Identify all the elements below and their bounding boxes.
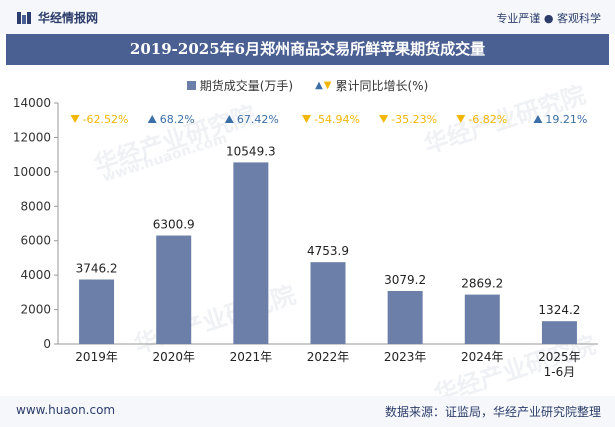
x-tick-label: 2021年 (230, 350, 273, 364)
growth-label: 67.42% (237, 113, 279, 126)
x-tick-label: 2022年 (307, 350, 350, 364)
bar-value-label: 4753.9 (307, 244, 349, 258)
top-bar: 华经情报网 专业严谨 ● 客观科学 (0, 0, 615, 34)
x-tick-label: 2019年 (75, 350, 118, 364)
bar-value-label: 1324.2 (538, 303, 580, 317)
growth-down-triangle-icon (456, 115, 466, 123)
chart-title: 2019-2025年6月郑州商品交易所鲜苹果期货成交量 (129, 40, 486, 58)
bar (310, 262, 346, 344)
x-tick-label: 2023年 (384, 350, 427, 364)
footer-url: www.huaon.com (16, 403, 116, 417)
x-tick-label: 2024年 (461, 350, 504, 364)
bar-value-label: 6300.9 (153, 218, 195, 232)
x-tick-label: 2025年 (538, 350, 581, 364)
growth-down-triangle-icon (379, 115, 389, 123)
y-tick-label: 6000 (20, 234, 51, 248)
chart-plot: 0 2000 4000 6000 8000 10000 12000 14000 3746.2 20… (13, 96, 598, 379)
bar (79, 279, 115, 344)
brand: 华经情报网 (16, 9, 98, 26)
growth-label: -62.52% (83, 113, 129, 126)
slogan: 专业严谨 ● 客观科学 (496, 12, 601, 25)
growth-label: -54.94% (314, 113, 360, 126)
legend-label-volume: 期货成交量(万手) (199, 79, 294, 93)
legend-label-growth: 累计同比增长(%) (335, 79, 429, 93)
y-tick-label: 14000 (13, 96, 51, 110)
bar (464, 294, 500, 344)
up-down-triangle-icon: ▲ ▼ (315, 80, 332, 91)
bar-value-label: 3079.2 (384, 273, 426, 287)
bar (387, 290, 423, 344)
bar (233, 162, 269, 344)
x-tick-label: 1-6月 (544, 365, 576, 379)
footer-source: 数据来源：证监局，华经产业研究院整理 (384, 405, 601, 419)
brand-logo-icon (17, 11, 31, 24)
legend-item-growth: ▲ ▼ 累计同比增长(%) (315, 77, 428, 94)
bar-value-label: 2869.2 (461, 277, 503, 291)
growth-up-triangle-icon (147, 115, 157, 123)
y-tick-label: 12000 (13, 130, 51, 144)
y-tick-label: 0 (43, 337, 51, 351)
growth-down-triangle-icon (302, 115, 311, 123)
footer-bar: www.huaon.com 数据来源：证监局，华经产业研究院整理 (0, 396, 615, 427)
growth-down-triangle-icon (70, 115, 80, 123)
legend-item-volume: 期货成交量(万手) (186, 77, 294, 94)
y-tick-label: 2000 (20, 303, 51, 317)
y-tick-label: 4000 (20, 268, 51, 282)
y-tick-label: 8000 (20, 199, 51, 213)
brand-name: 华经情报网 (38, 11, 99, 25)
bar-value-label: 10549.3 (226, 144, 276, 158)
title-bar: 2019-2025年6月郑州商品交易所鲜苹果期货成交量 (6, 34, 609, 65)
growth-up-triangle-icon (533, 115, 543, 123)
legend-swatch-volume (186, 81, 196, 90)
bar-value-label: 3746.2 (76, 262, 118, 276)
x-tick-label: 2020年 (152, 350, 195, 364)
bar (541, 321, 577, 344)
growth-label: -35.23% (391, 113, 437, 126)
bar (156, 235, 192, 344)
growth-label: 68.2% (160, 113, 195, 126)
y-tick-label: 10000 (13, 165, 51, 179)
growth-up-triangle-icon (224, 115, 234, 123)
growth-label: -6.82% (468, 113, 507, 126)
growth-label: 19.21% (545, 113, 587, 126)
chart-legend: 期货成交量(万手) ▲ ▼ 累计同比增长(%) (0, 77, 615, 94)
